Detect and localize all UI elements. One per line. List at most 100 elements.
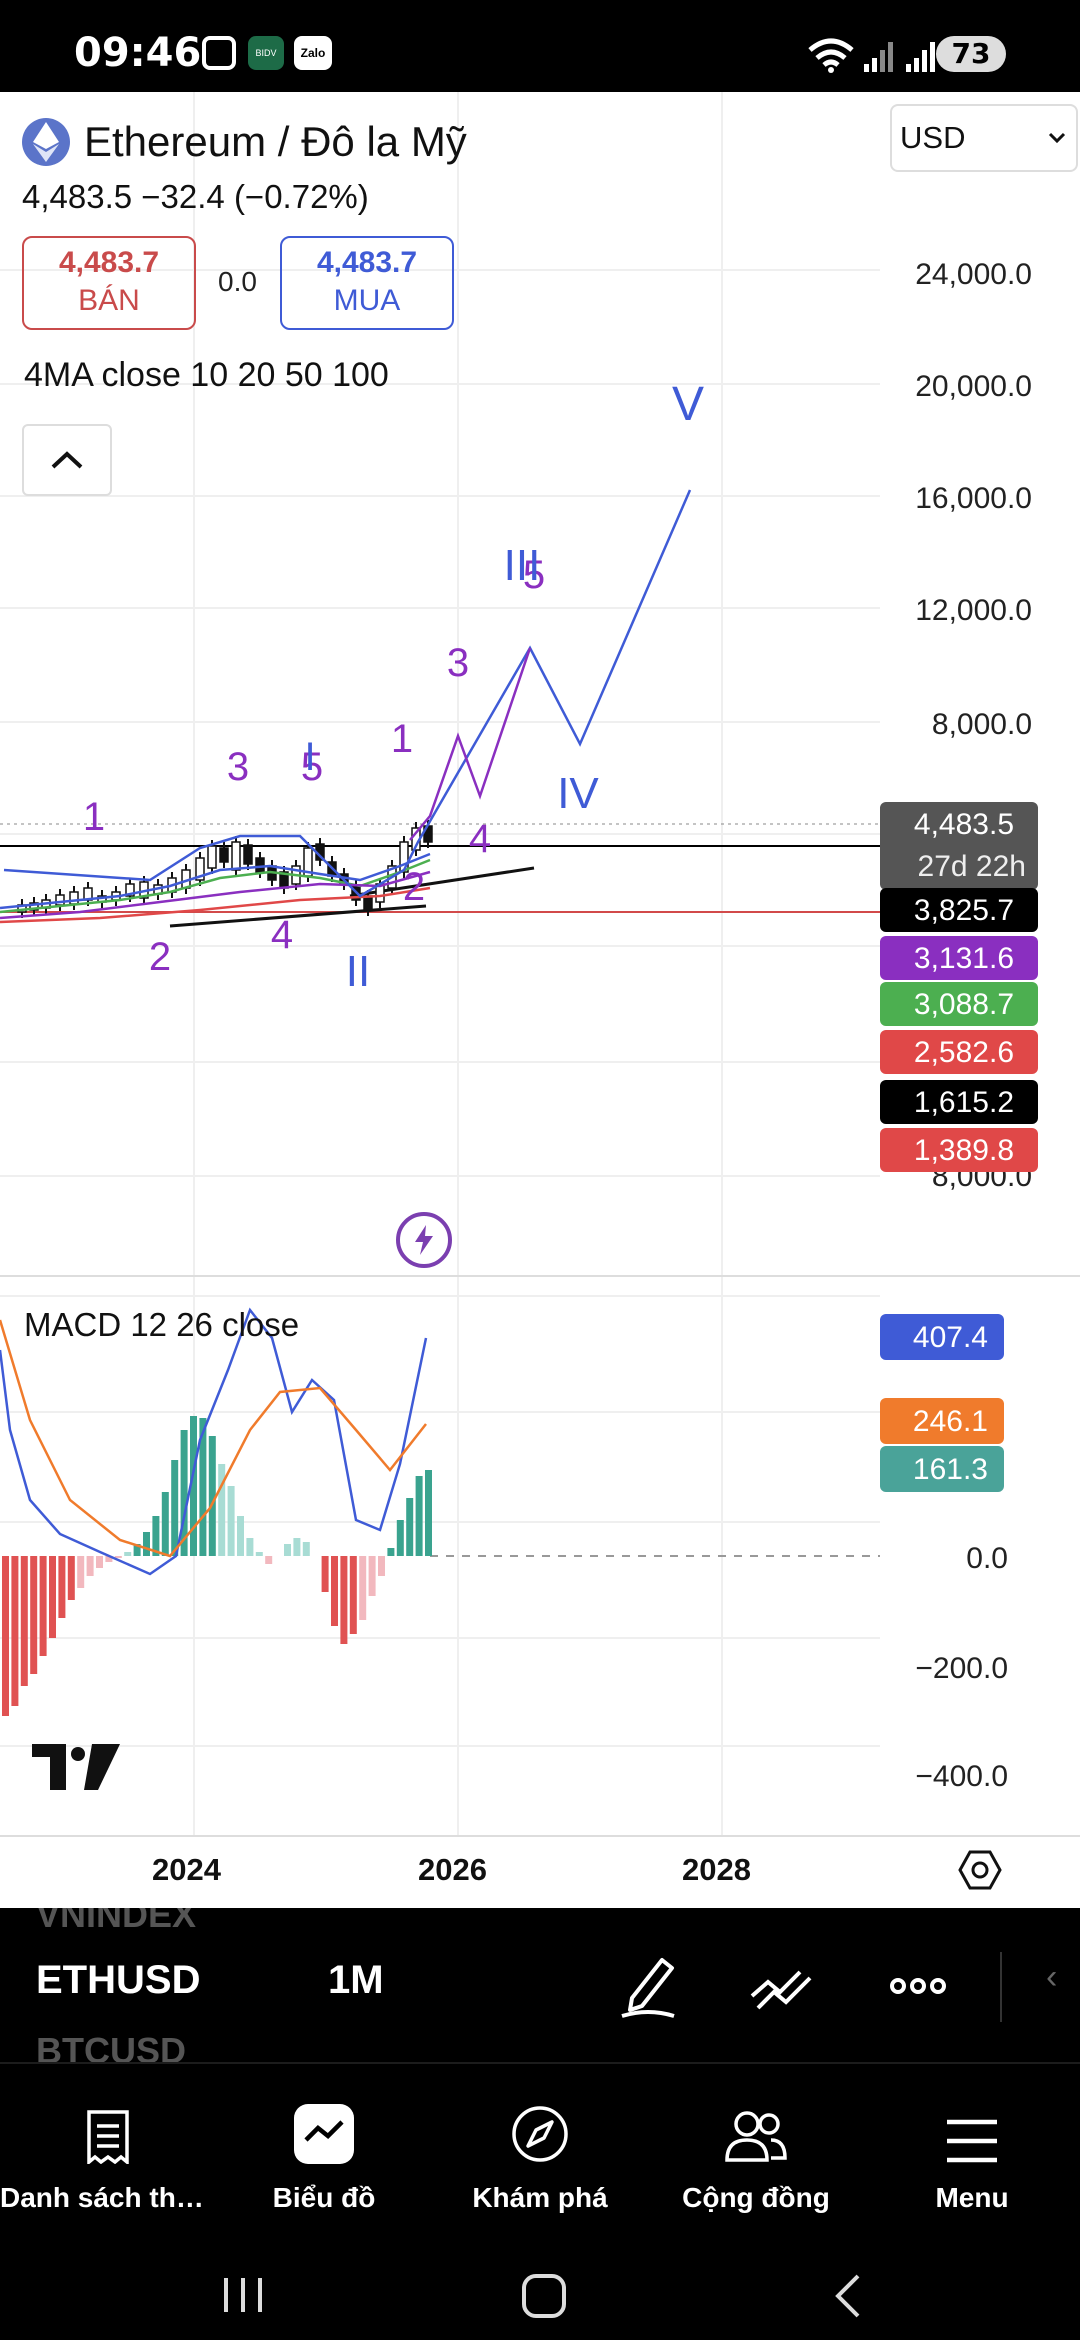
chart-area[interactable]: 1 2 3 4 5 I II 1 2 3 4 5 III IV V 24,000.0 20,000.0 16,00… [0, 92, 1080, 1908]
macd-histogram-bar [265, 1556, 273, 1564]
macd-histogram-bar [349, 1556, 357, 1634]
pen-icon[interactable] [618, 1952, 678, 2020]
symbol-row[interactable]: Ethereum / Đô la Mỹ [22, 118, 467, 166]
macd-histogram-bar [302, 1542, 310, 1556]
price-tag-label: 3,825.7 [914, 894, 1014, 927]
buy-button[interactable]: 4,483.7 MUA [280, 236, 454, 330]
ma-10-line [0, 852, 431, 910]
price-tag [880, 936, 1038, 980]
menu-icon [947, 2119, 997, 2163]
nav-community[interactable]: Cộng đồng [648, 2074, 864, 2234]
nav-watchlist[interactable]: Danh sách theo dõi [0, 2074, 216, 2234]
community-icon [725, 2111, 787, 2162]
back-icon[interactable] [828, 2272, 868, 2320]
macd-axis-tick: 0.0 [966, 1542, 1008, 1575]
macd-histogram-bar [49, 1556, 56, 1638]
macd-histogram-bar [227, 1486, 235, 1556]
ethereum-logo-icon [22, 118, 70, 166]
macd-histogram-bar [378, 1556, 385, 1576]
price-change-line: 4,483.5 −32.4 (−0.72%) [22, 178, 369, 215]
interval-picker[interactable]: 1M [328, 1958, 384, 2002]
sell-button[interactable]: 4,483.7 BÁN [22, 236, 196, 330]
macd-histogram-bar [368, 1556, 376, 1596]
settings-icon[interactable] [958, 1848, 1002, 1892]
macd-histogram-bar [96, 1556, 103, 1568]
nav-chart[interactable]: Biểu đồ [216, 2074, 432, 2234]
wave-label-9: 2 [403, 865, 425, 909]
price-tag-label: 3,088.7 [914, 988, 1014, 1021]
price-axis-tick: 12,000.0 [915, 594, 1032, 627]
home-icon[interactable] [520, 2272, 568, 2320]
ghost-symbol-below: BTCUSD [36, 2030, 186, 2062]
macd-histogram-bar [171, 1460, 179, 1556]
wave-label-15: V [672, 378, 704, 431]
chevron-left-icon[interactable]: ‹ [1046, 1958, 1058, 1996]
macd-histogram-bar [39, 1556, 47, 1656]
price-tag [880, 982, 1038, 1026]
price-tag-label: 4,483.5 [914, 808, 1014, 841]
macd-histogram-bar [152, 1516, 160, 1556]
macd-tag [880, 1398, 1004, 1444]
chevron-down-icon [1048, 132, 1066, 144]
recent-apps-icon[interactable] [218, 2272, 268, 2318]
watchlist-icon [87, 2110, 129, 2164]
macd-histogram-bar [237, 1516, 244, 1556]
battery-indicator: 73 [936, 36, 1006, 72]
macd-histogram-bar [415, 1476, 423, 1556]
more-icon[interactable] [888, 1952, 948, 2020]
wave-label-7: II [346, 947, 370, 996]
countdown-label: 27d 22h [918, 850, 1026, 883]
chevron-up-icon [51, 451, 83, 469]
wave-label-8: 1 [391, 717, 413, 761]
wave-projection-purple [409, 647, 532, 841]
zalo-app-icon: Zalo [294, 36, 332, 70]
macd-axis-tick: −400.0 [915, 1760, 1008, 1793]
x-tick-2024: 2024 [152, 1852, 221, 1887]
macd-histogram-bar [30, 1556, 38, 1674]
symbol-picker[interactable]: ETHUSD [36, 1958, 201, 2002]
price-tag [880, 1128, 1038, 1172]
price-tag-label: 1,389.8 [914, 1134, 1014, 1167]
ma-20-line [0, 858, 431, 914]
price-axis-tick: 24,000.0 [915, 258, 1032, 291]
macd-histogram-bar [406, 1498, 414, 1556]
macd-histogram-bar [255, 1552, 263, 1556]
candle [399, 841, 409, 873]
collapse-legend-button[interactable] [22, 424, 112, 496]
price-tag-label: 3,131.6 [914, 942, 1014, 975]
macd-histogram-bar [396, 1520, 404, 1556]
macd-histogram-bar [58, 1556, 66, 1618]
x-tick-2026: 2026 [418, 1852, 487, 1887]
macd-histogram-bar [331, 1556, 338, 1626]
toolbar-divider [1000, 1952, 1002, 2022]
ma-100-line [0, 886, 431, 924]
symbol-toolbar[interactable]: VNINDEX BTCUSD ETHUSD 1M ‹ [0, 1908, 1080, 2062]
symbol-title: Ethereum / Đô la Mỹ [84, 118, 467, 165]
macd-histogram-bar [359, 1556, 367, 1620]
flash-icon[interactable] [396, 1212, 452, 1268]
system-navigation-bar [0, 2252, 1080, 2340]
nav-menu[interactable]: Menu [864, 2074, 1080, 2234]
spread-value: 0.0 [218, 266, 257, 297]
x-tick-2028: 2028 [682, 1852, 751, 1887]
macd-histogram-bar [284, 1544, 291, 1556]
chart-icon [294, 2104, 354, 2164]
macd-histogram-bar [199, 1418, 207, 1556]
macd-histogram-bar [133, 1544, 141, 1556]
price-tag-label: 1,615.2 [914, 1086, 1014, 1119]
macd-axis-tick: −200.0 [915, 1652, 1008, 1685]
indicator-legend[interactable]: 4MA close 10 20 50 100 [24, 356, 389, 394]
price-tag-label: 2,582.6 [914, 1036, 1014, 1069]
macd-histogram-bar [20, 1556, 28, 1686]
currency-select[interactable]: USD [890, 104, 1078, 172]
wave-label-13: III [504, 541, 541, 590]
macd-histogram-bar [86, 1556, 94, 1576]
wave-label-12: 5 [523, 553, 545, 597]
status-time: 09:46 [74, 30, 202, 76]
macd-line [0, 1307, 428, 1576]
macd-legend[interactable]: MACD 12 26 close [24, 1306, 300, 1343]
chart-canvas[interactable]: 12345III12345IIIIVV24,000.020,000.016,00… [0, 92, 1080, 1908]
nav-explore[interactable]: Khám phá [432, 2074, 648, 2234]
drawing-tools-icon[interactable] [748, 1952, 818, 2020]
screenshot-icon [202, 36, 236, 70]
